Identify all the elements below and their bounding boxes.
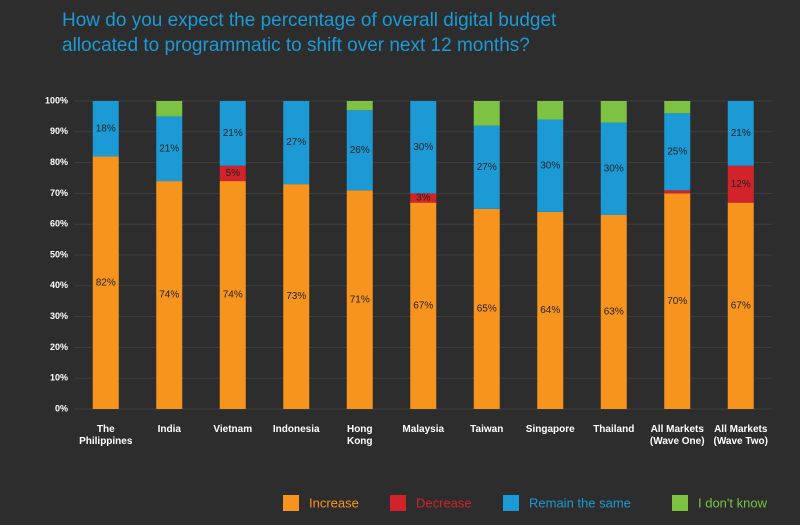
bar-segment: [156, 181, 183, 409]
data-label: 18%: [96, 123, 116, 134]
x-tick-label: Indonesia: [272, 424, 320, 435]
y-tick-label: 70%: [50, 188, 68, 198]
data-label: 67%: [731, 300, 751, 311]
bar-segment: [92, 101, 119, 157]
data-label: 27%: [286, 137, 306, 148]
y-tick-label: 30%: [50, 311, 68, 321]
data-label: 5%: [226, 168, 241, 179]
y-tick-label: 80%: [50, 157, 68, 167]
data-label: 21%: [223, 128, 243, 139]
bar-segment: [727, 101, 754, 166]
bar-segment: [537, 119, 564, 212]
data-label: 71%: [350, 294, 370, 305]
y-tick-label: 90%: [50, 126, 68, 136]
data-label: 65%: [477, 304, 497, 315]
data-label: 3%: [416, 193, 431, 204]
x-tick-label: Malaysia: [402, 424, 445, 435]
data-label: 30%: [540, 160, 560, 171]
data-label: 63%: [604, 307, 624, 318]
y-tick-label: 10%: [50, 373, 68, 383]
bar-segment: [537, 211, 564, 409]
bar-segment: [473, 125, 500, 209]
data-label: 30%: [413, 142, 433, 153]
x-tick-label: The Philippines: [79, 424, 133, 447]
x-tick-label: India: [157, 424, 181, 435]
data-label: 21%: [159, 143, 179, 154]
bar-segment: [537, 101, 564, 120]
bar-segment: [346, 190, 373, 409]
bar-segment: [346, 101, 373, 111]
data-label: 74%: [223, 290, 243, 301]
x-tick-label: Singapore: [525, 424, 575, 435]
y-tick-label: 20%: [50, 342, 68, 352]
legend-swatch: [503, 495, 519, 511]
bar-segment: [727, 202, 754, 409]
bar-segment: [600, 101, 627, 123]
data-label: 74%: [159, 290, 179, 301]
y-tick-label: 100%: [45, 95, 68, 105]
bar-segment: [219, 165, 246, 182]
bar-segment: [283, 101, 310, 185]
data-label: 30%: [604, 163, 624, 174]
bar-segment: [473, 101, 500, 126]
bar-segment: [283, 184, 310, 409]
x-tick-label: Vietnam: [213, 424, 253, 435]
bar-segment: [664, 101, 691, 114]
y-tick-label: 0%: [55, 403, 68, 413]
bar-segment: [219, 101, 246, 166]
bar-segment: [410, 101, 437, 194]
y-tick-label: 40%: [50, 280, 68, 290]
bar-segment: [410, 193, 437, 203]
x-tick-label: All Markets (Wave Two): [713, 424, 768, 447]
bar-segment: [473, 208, 500, 409]
y-tick-label: 60%: [50, 219, 68, 229]
bar-segment: [664, 193, 691, 409]
data-label: 25%: [667, 146, 687, 157]
bar-segment: [600, 214, 627, 409]
bar-segment: [156, 116, 183, 182]
bar-segment: [346, 110, 373, 191]
y-tick-label: 50%: [50, 249, 68, 259]
legend-label: Remain the same: [529, 495, 631, 510]
x-tick-label: All Markets (Wave One): [649, 424, 705, 447]
data-label: 82%: [96, 277, 116, 288]
legend-label: Decrease: [416, 495, 472, 510]
bar-segment: [727, 165, 754, 203]
x-tick-label: Hong Kong: [346, 424, 373, 447]
data-label: 73%: [286, 291, 306, 302]
legend-label: I don't know: [698, 495, 768, 510]
bar-segment: [92, 156, 119, 409]
x-tick-label: Taiwan: [470, 424, 504, 435]
legend-swatch: [283, 495, 299, 511]
bar-segment: [410, 202, 437, 409]
data-label: 64%: [540, 305, 560, 316]
data-label: 26%: [350, 145, 370, 156]
legend-swatch: [672, 495, 688, 511]
data-label: 12%: [731, 179, 751, 190]
data-label: 27%: [477, 162, 497, 173]
x-tick-label: Thailand: [593, 424, 635, 435]
bar-segment: [664, 190, 691, 194]
bar-segment: [156, 101, 183, 117]
legend-label: Increase: [309, 495, 359, 510]
bar-segment: [600, 122, 627, 215]
chart-title: How do you expect the percentage of over…: [62, 10, 557, 56]
data-label: 70%: [667, 296, 687, 307]
bar-segment: [664, 113, 691, 191]
data-label: 21%: [731, 128, 751, 139]
legend-swatch: [390, 495, 406, 511]
data-label: 67%: [413, 300, 433, 311]
bar-segment: [219, 181, 246, 409]
